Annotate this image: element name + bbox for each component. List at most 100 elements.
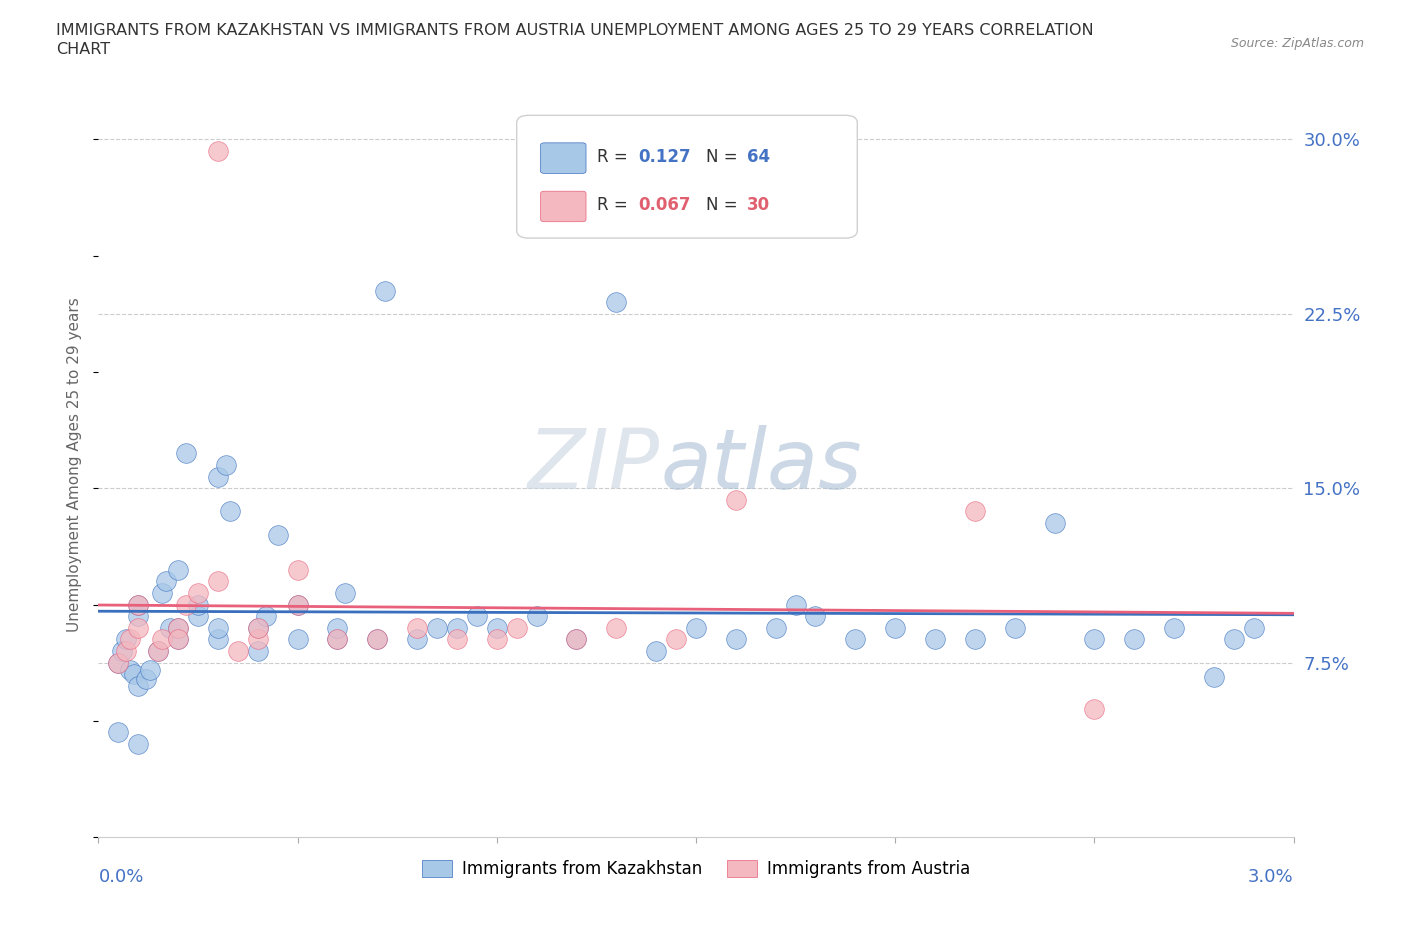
Point — [120, 662, 142, 677]
Text: 30: 30 — [748, 196, 770, 214]
Point — [406, 632, 429, 647]
Point — [148, 644, 170, 658]
Point — [1083, 632, 1105, 647]
Point — [426, 620, 449, 635]
Point — [150, 632, 173, 647]
Point — [1083, 702, 1105, 717]
Text: atlas: atlas — [661, 424, 862, 506]
Point — [174, 445, 197, 460]
Point — [1163, 620, 1185, 635]
Point — [287, 597, 309, 612]
Point — [159, 620, 181, 635]
Point — [167, 620, 190, 635]
Point — [1202, 670, 1225, 684]
Point — [485, 620, 508, 635]
Point — [167, 632, 190, 647]
Point — [127, 620, 149, 635]
Point — [765, 620, 787, 635]
Point — [565, 632, 588, 647]
Y-axis label: Unemployment Among Ages 25 to 29 years: Unemployment Among Ages 25 to 29 years — [67, 298, 83, 632]
Text: 0.0%: 0.0% — [98, 868, 143, 885]
Text: Source: ZipAtlas.com: Source: ZipAtlas.com — [1230, 37, 1364, 50]
Legend: Immigrants from Kazakhstan, Immigrants from Austria: Immigrants from Kazakhstan, Immigrants f… — [415, 853, 977, 884]
Point — [446, 632, 468, 647]
Point — [366, 632, 388, 647]
Point — [254, 609, 277, 624]
Text: CHART: CHART — [56, 42, 110, 57]
Point — [963, 632, 986, 647]
Point — [187, 609, 209, 624]
Point — [963, 504, 986, 519]
Point — [115, 632, 138, 647]
Text: R =: R = — [596, 148, 633, 166]
Point — [724, 632, 747, 647]
Point — [665, 632, 688, 647]
Point — [526, 609, 548, 624]
Text: 3.0%: 3.0% — [1249, 868, 1294, 885]
Point — [127, 597, 149, 612]
Point — [287, 632, 309, 647]
Point — [485, 632, 508, 647]
Point — [207, 620, 229, 635]
Point — [246, 644, 269, 658]
Text: IMMIGRANTS FROM KAZAKHSTAN VS IMMIGRANTS FROM AUSTRIA UNEMPLOYMENT AMONG AGES 25: IMMIGRANTS FROM KAZAKHSTAN VS IMMIGRANTS… — [56, 23, 1094, 38]
Point — [246, 620, 269, 635]
Point — [366, 632, 388, 647]
Point — [207, 144, 229, 159]
Point — [884, 620, 907, 635]
Point — [844, 632, 866, 647]
FancyBboxPatch shape — [541, 143, 586, 173]
Point — [605, 295, 627, 310]
Point — [107, 656, 129, 671]
Text: 64: 64 — [748, 148, 770, 166]
Point — [924, 632, 946, 647]
Point — [804, 609, 827, 624]
Point — [335, 586, 357, 601]
Point — [124, 667, 146, 682]
Point — [1123, 632, 1146, 647]
Point — [246, 632, 269, 647]
Point — [219, 504, 242, 519]
Point — [187, 586, 209, 601]
Point — [326, 632, 349, 647]
Point — [127, 679, 149, 694]
Point — [167, 620, 190, 635]
Point — [187, 597, 209, 612]
Text: 0.127: 0.127 — [638, 148, 692, 166]
Point — [724, 493, 747, 508]
Point — [148, 644, 170, 658]
Point — [150, 586, 173, 601]
Point — [226, 644, 249, 658]
FancyBboxPatch shape — [517, 115, 858, 238]
Point — [107, 656, 129, 671]
Point — [111, 644, 134, 658]
Text: N =: N = — [706, 196, 742, 214]
Point — [605, 620, 627, 635]
Point — [374, 283, 396, 298]
Point — [174, 597, 197, 612]
Point — [326, 620, 349, 635]
Point — [115, 644, 138, 658]
Point — [506, 620, 529, 635]
Point — [207, 469, 229, 484]
Point — [785, 597, 807, 612]
Point — [645, 644, 668, 658]
Point — [120, 632, 142, 647]
Point — [107, 725, 129, 740]
Point — [155, 574, 177, 589]
Text: 0.067: 0.067 — [638, 196, 692, 214]
Point — [685, 620, 707, 635]
Point — [207, 632, 229, 647]
Text: R =: R = — [596, 196, 633, 214]
Point — [127, 597, 149, 612]
Point — [127, 737, 149, 751]
Point — [1223, 632, 1246, 647]
Point — [287, 597, 309, 612]
Point — [465, 609, 488, 624]
Point — [287, 562, 309, 577]
Point — [1243, 620, 1265, 635]
Point — [326, 632, 349, 647]
Point — [215, 458, 238, 472]
Point — [1043, 515, 1066, 530]
Point — [127, 609, 149, 624]
